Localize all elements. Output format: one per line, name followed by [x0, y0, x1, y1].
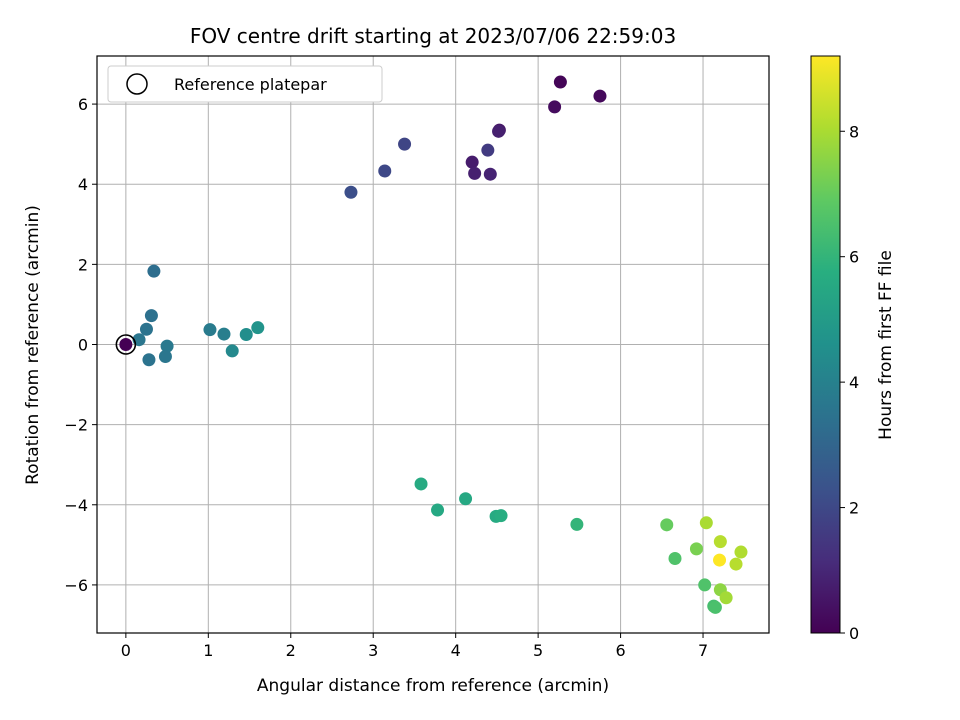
colorbar: 0 2 4 6 8 Hours from first FF file: [810, 55, 896, 643]
x-axis-ticks: 0 1 2 3 4 5 6 7: [121, 633, 708, 660]
data-point: [431, 503, 445, 517]
data-point: [734, 545, 748, 559]
x-tick-label: 1: [203, 641, 213, 660]
data-point: [203, 323, 217, 337]
data-point: [217, 327, 231, 341]
data-point: [548, 100, 562, 114]
y-axis-ticks: −6 −4 −2 0 2 4 6: [64, 95, 97, 595]
data-point: [468, 166, 482, 180]
data-point: [378, 164, 392, 178]
colorbar-label: Hours from first FF file: [876, 250, 896, 440]
data-point: [465, 155, 479, 169]
data-point: [142, 353, 156, 367]
y-tick-label: −4: [64, 496, 88, 515]
data-point: [251, 321, 265, 335]
data-point: [414, 477, 428, 491]
colorbar-tick-label: 2: [849, 499, 859, 518]
y-tick-label: 2: [78, 255, 88, 274]
grid: [97, 56, 769, 633]
data-point: [147, 264, 161, 278]
colorbar-tick-label: 4: [849, 373, 859, 392]
data-point: [481, 143, 495, 157]
data-point: [158, 350, 172, 364]
legend-entry-reference-platepar: Reference platepar: [174, 75, 327, 94]
legend-marker-reference: [126, 73, 148, 95]
data-point: [570, 517, 584, 531]
data-point: [719, 591, 733, 605]
x-tick-label: 7: [698, 641, 708, 660]
x-axis-label: Angular distance from reference (arcmin): [257, 676, 609, 696]
data-point: [225, 344, 239, 358]
data-point: [713, 535, 727, 549]
data-point: [160, 339, 174, 353]
data-point: [698, 578, 712, 592]
colorbar-tick-label: 8: [849, 122, 859, 141]
legend: Reference platepar: [107, 65, 383, 103]
data-point: [668, 551, 682, 565]
data-point: [483, 167, 497, 181]
data-point: [713, 553, 727, 567]
data-point: [708, 600, 722, 614]
y-axis-label: Rotation from reference (arcmin): [23, 205, 43, 485]
data-point: [239, 327, 253, 341]
x-tick-label: 2: [286, 641, 296, 660]
data-point: [344, 185, 358, 199]
x-tick-label: 4: [451, 641, 461, 660]
data-point: [492, 124, 506, 138]
x-tick-label: 5: [533, 641, 543, 660]
legend-box: [107, 65, 383, 103]
data-point: [139, 322, 153, 336]
data-point: [398, 137, 412, 151]
data-point: [729, 557, 743, 571]
data-points: [115, 75, 748, 614]
data-point: [660, 518, 674, 532]
data-point: [494, 509, 508, 523]
y-tick-label: 0: [78, 336, 88, 355]
x-tick-label: 0: [121, 641, 131, 660]
data-point: [144, 309, 158, 323]
y-tick-label: 6: [78, 95, 88, 114]
y-tick-label: −2: [64, 416, 88, 435]
y-tick-label: 4: [78, 175, 88, 194]
x-tick-label: 3: [368, 641, 378, 660]
colorbar-tick-label: 0: [849, 624, 859, 643]
y-tick-label: −6: [64, 576, 88, 595]
x-tick-label: 6: [615, 641, 625, 660]
colorbar-gradient: [810, 55, 841, 634]
chart-title: FOV centre drift starting at 2023/07/06 …: [190, 24, 676, 48]
reference-platepar-marker: [115, 334, 137, 355]
colorbar-ticks: 0 2 4 6 8: [840, 122, 859, 643]
data-point: [689, 542, 703, 556]
data-point: [699, 516, 713, 530]
data-point: [119, 338, 133, 351]
data-point: [593, 89, 607, 103]
data-point: [459, 492, 473, 506]
colorbar-tick-label: 6: [849, 248, 859, 267]
data-point: [553, 75, 567, 89]
